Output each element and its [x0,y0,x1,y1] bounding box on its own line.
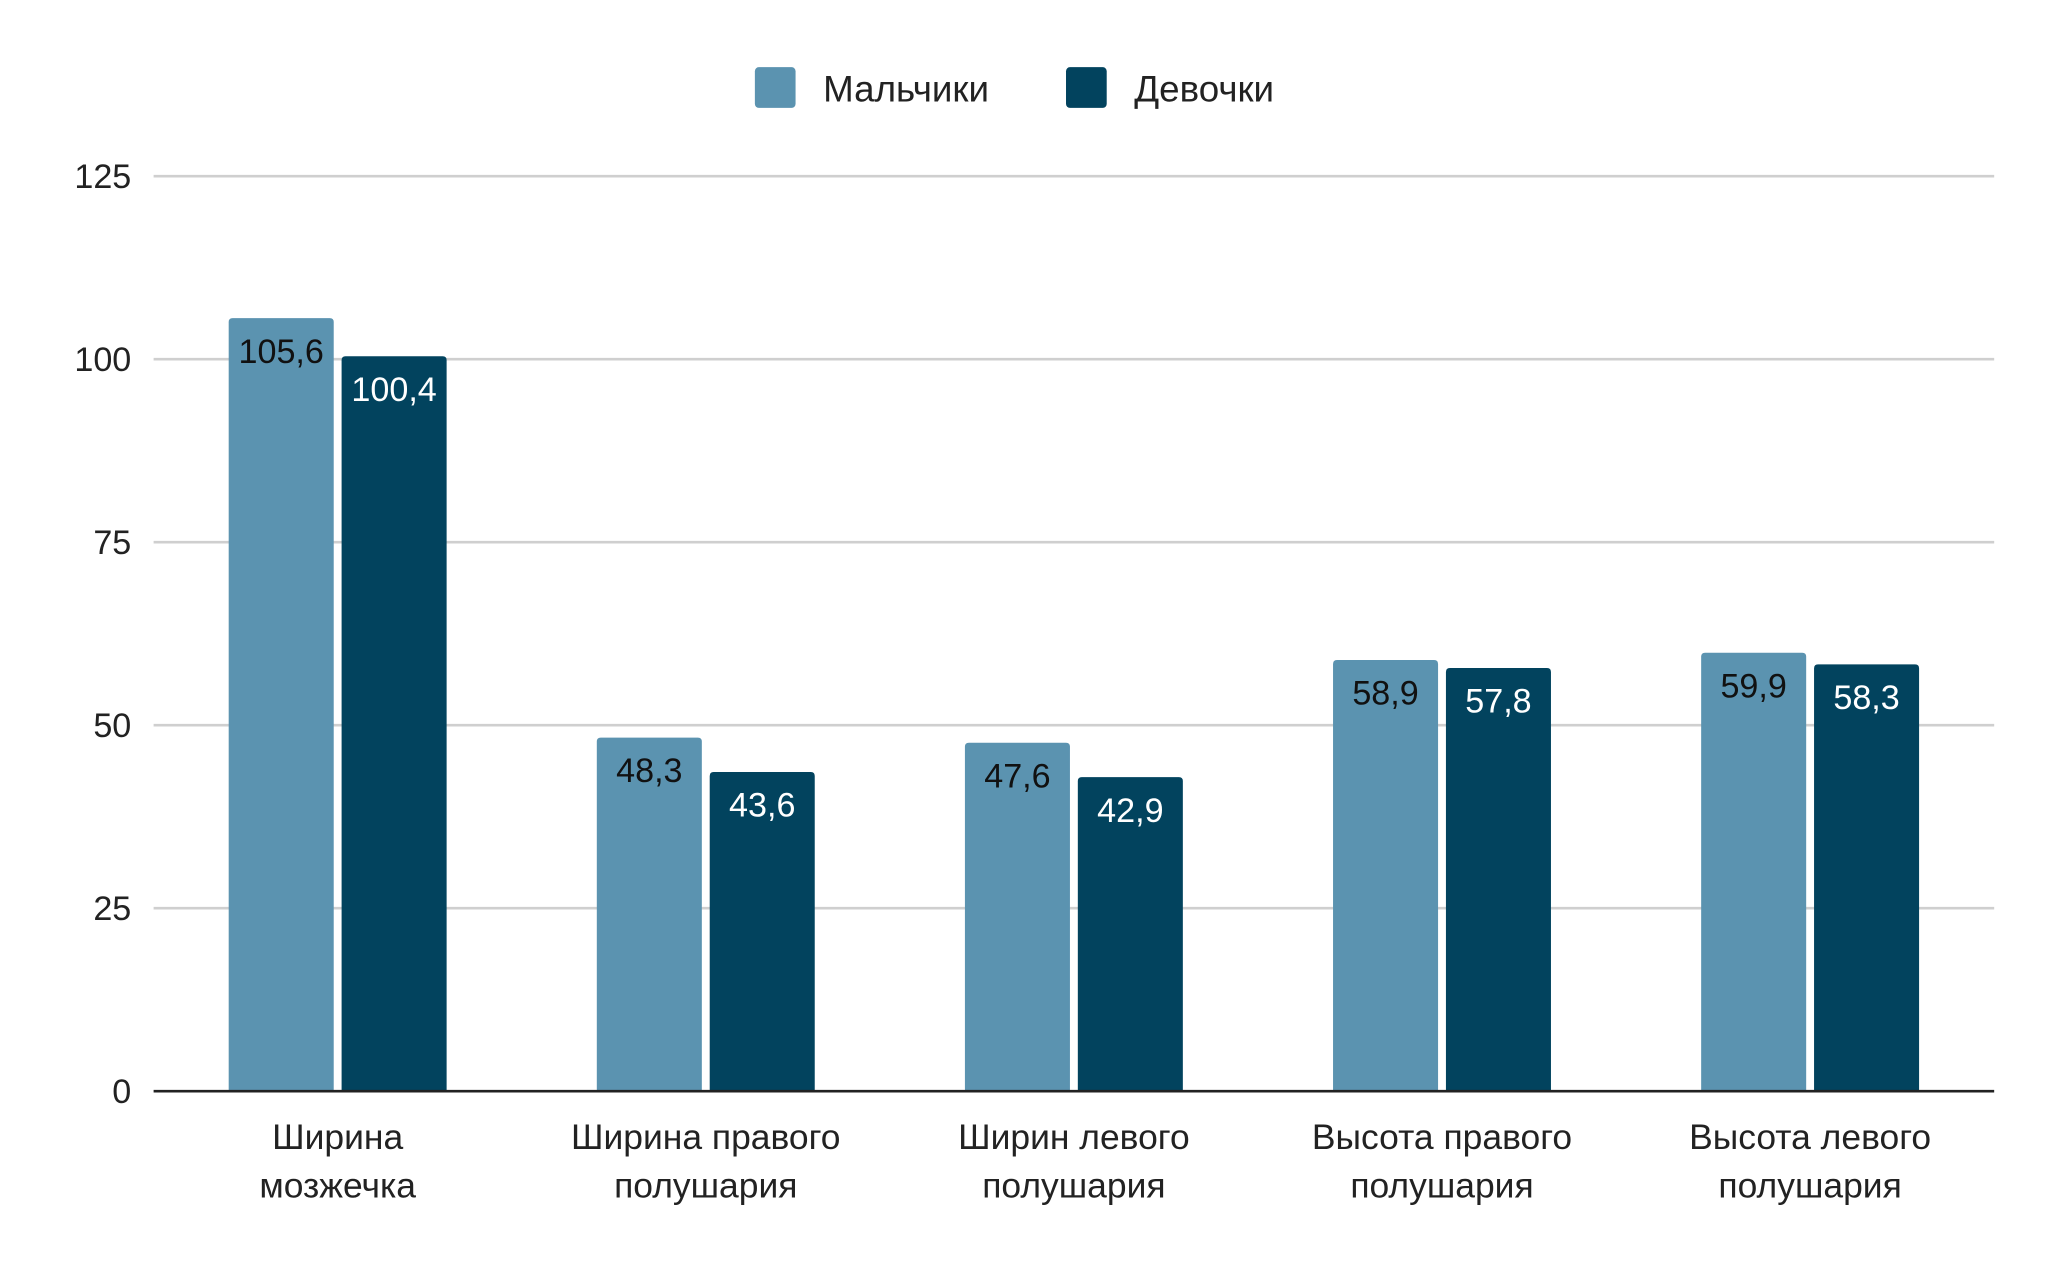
data-label: 58,3 [1833,679,1899,717]
y-axis-ticks: 0 25 50 75 100 125 [74,158,131,1111]
bar-boys [596,737,702,1092]
x-tick-label: полушария [982,1166,1165,1206]
bar-boys [964,742,1070,1092]
bar-boys [1333,660,1439,1092]
data-label: 47,6 [984,757,1050,795]
bar-girls [709,772,815,1092]
x-tick-label: полушария [1718,1166,1901,1206]
data-label: 59,9 [1720,667,1786,705]
x-tick-label: Ширина [272,1117,403,1157]
data-label: 48,3 [616,752,682,790]
data-label: 58,9 [1352,675,1418,713]
y-tick-label: 50 [93,707,131,745]
data-label: 42,9 [1097,792,1163,830]
y-tick-label: 0 [112,1073,131,1111]
legend-label: Девочки [1134,68,1274,109]
data-label: 57,8 [1465,683,1531,721]
legend-swatch [754,67,796,108]
gridlines [153,174,1995,910]
data-label: 105,6 [239,333,324,371]
y-tick-label: 75 [93,524,131,562]
bar-girls [1814,664,1920,1092]
x-tick-label: Высота левого [1689,1117,1931,1157]
data-label: 100,4 [351,371,436,409]
data-label: 43,6 [729,787,795,825]
bar-girls [1077,777,1183,1092]
x-tick-label: Ширина правого [571,1117,841,1157]
legend: Мальчики Девочки [754,67,1274,109]
y-tick-label: 100 [74,341,131,379]
legend-label: Мальчики [823,68,989,109]
x-tick-label: полушария [1350,1166,1533,1206]
bar-boys [1701,652,1807,1092]
y-tick-label: 25 [93,890,131,928]
bar-girls [341,356,447,1092]
x-axis-labels: Ширина мозжечка Ширина правого полушария Шир… [259,1117,1931,1206]
y-tick-label: 125 [74,158,131,196]
x-tick-label: мозжечка [259,1166,416,1206]
x-tick-label: полушария [614,1166,797,1206]
bar-boys [228,318,334,1092]
x-tick-label: Высота правого [1312,1117,1572,1157]
x-tick-label: Ширин левого [958,1117,1190,1157]
bars: 105,6 100,4 48,3 43,6 47,6 42,9 58,9 57,8 59,9 58… [228,318,1920,1092]
legend-swatch [1066,67,1107,108]
bar-girls [1445,668,1551,1092]
